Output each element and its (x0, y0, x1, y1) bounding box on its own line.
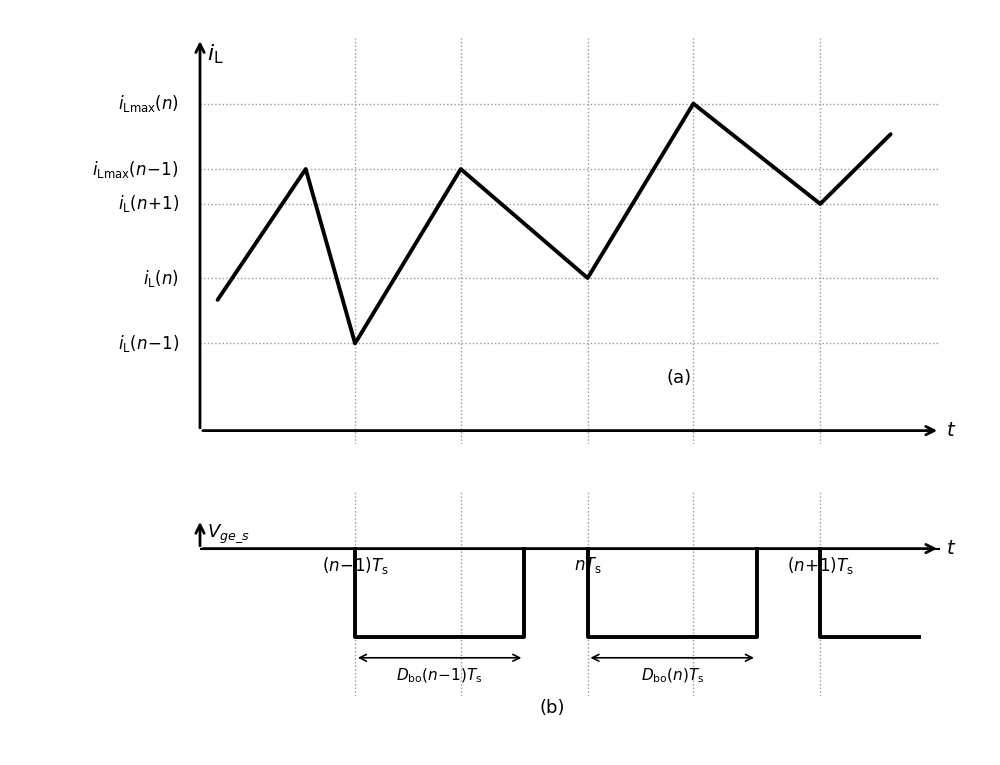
Text: $i_{\mathrm{L}}$: $i_{\mathrm{L}}$ (207, 43, 224, 67)
Text: $i_{\rm L}(n)$: $i_{\rm L}(n)$ (143, 268, 179, 288)
Text: $nT_{\rm s}$: $nT_{\rm s}$ (574, 555, 602, 575)
Text: (b): (b) (540, 699, 565, 717)
Text: $V_{ge\_s}$: $V_{ge\_s}$ (207, 522, 250, 545)
Text: $i_{\rm Lmax}(n)$: $i_{\rm Lmax}(n)$ (118, 93, 179, 114)
Text: t: t (947, 421, 955, 440)
Text: t: t (947, 539, 955, 558)
Text: $i_{\rm Lmax}(n\!-\!1)$: $i_{\rm Lmax}(n\!-\!1)$ (92, 158, 179, 180)
Text: $(n\!+\!1)T_{\rm s}$: $(n\!+\!1)T_{\rm s}$ (787, 555, 854, 575)
Text: $D_{\rm bo}(n\!-\!1)T_{\rm s}$: $D_{\rm bo}(n\!-\!1)T_{\rm s}$ (396, 666, 483, 685)
Text: $(n\!-\!1)T_{\rm s}$: $(n\!-\!1)T_{\rm s}$ (322, 555, 388, 575)
Text: (a): (a) (667, 369, 692, 387)
Text: $i_{\rm L}(n\!+\!1)$: $i_{\rm L}(n\!+\!1)$ (118, 194, 179, 214)
Text: $i_{\rm L}(n\!-\!1)$: $i_{\rm L}(n\!-\!1)$ (118, 333, 179, 354)
Text: $D_{\rm bo}(n)T_{\rm s}$: $D_{\rm bo}(n)T_{\rm s}$ (641, 666, 704, 685)
